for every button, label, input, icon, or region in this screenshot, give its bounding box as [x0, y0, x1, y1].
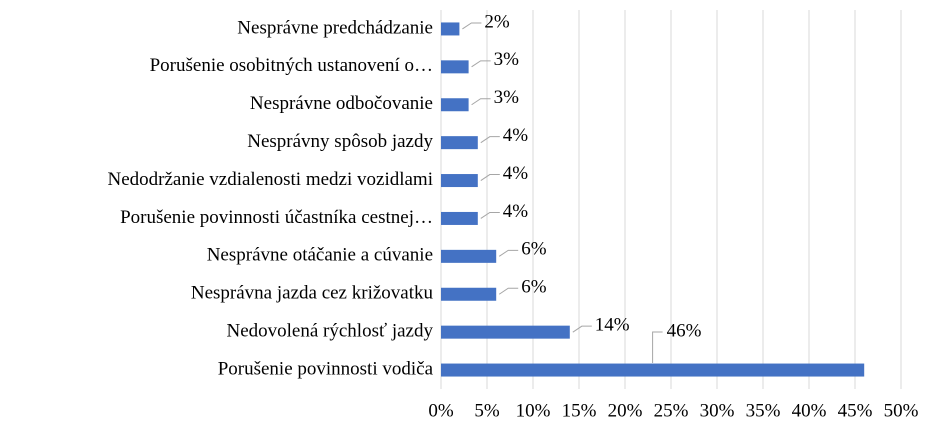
y-tick-label: Porušenie osobitných ustanovení o… [150, 55, 433, 76]
x-tick-label: 40% [792, 400, 827, 421]
data-label: 46% [667, 320, 702, 341]
y-tick-label: Porušenie povinnosti vodiča [218, 358, 434, 379]
data-label: 3% [494, 87, 519, 108]
y-tick-label: Nesprávne odbočovanie [250, 93, 433, 114]
x-tick-label: 0% [428, 400, 454, 421]
x-tick-label: 5% [474, 400, 500, 421]
x-tick-label: 10% [516, 400, 551, 421]
y-tick-label: Porušenie povinnosti účastníka cestnej… [120, 207, 433, 228]
y-tick-label: Nesprávne predchádzanie [237, 17, 433, 38]
leader-line [480, 136, 500, 144]
bar [441, 363, 865, 377]
y-tick-label: Nedovolená rýchlosť jazdy [227, 321, 434, 342]
y-tick-label: Nesprávny spôsob jazdy [247, 131, 433, 152]
y-tick-label: Nesprávne otáčanie a cúvanie [207, 245, 433, 266]
bar [441, 136, 478, 150]
x-tick-label: 35% [746, 400, 781, 421]
bar [441, 287, 497, 301]
data-label: 4% [503, 125, 529, 146]
y-tick-label: Nedodržanie vzdialenosti medzi vozidlami [107, 169, 433, 190]
data-label: 6% [521, 239, 547, 260]
leader-line [652, 331, 663, 364]
leader-line [471, 60, 491, 68]
bar [441, 60, 469, 74]
leader-line [572, 325, 592, 333]
bar [441, 22, 460, 36]
y-tick-label: Nesprávna jazda cez križovatku [191, 283, 434, 304]
data-label: 4% [503, 163, 529, 184]
bar [441, 249, 497, 263]
leader-line [480, 174, 500, 181]
data-label: 3% [494, 49, 519, 70]
x-tick-label: 30% [700, 400, 735, 421]
leader-line [471, 98, 491, 106]
leader-line [480, 211, 500, 219]
x-tick-label: 20% [608, 400, 643, 421]
bar [441, 325, 570, 339]
x-tick-label: 15% [562, 400, 597, 421]
leader-line [498, 287, 519, 295]
leader-line [462, 22, 482, 30]
data-label: 2% [484, 11, 510, 32]
leader-line [498, 249, 519, 257]
x-tick-label: 50% [884, 400, 919, 421]
x-tick-label: 25% [654, 400, 689, 421]
data-label: 4% [503, 201, 529, 222]
bar [441, 98, 469, 112]
data-label: 6% [521, 277, 547, 298]
bar [441, 174, 478, 188]
x-tick-label: 45% [838, 400, 873, 421]
bar [441, 211, 478, 225]
data-label: 14% [595, 315, 630, 336]
